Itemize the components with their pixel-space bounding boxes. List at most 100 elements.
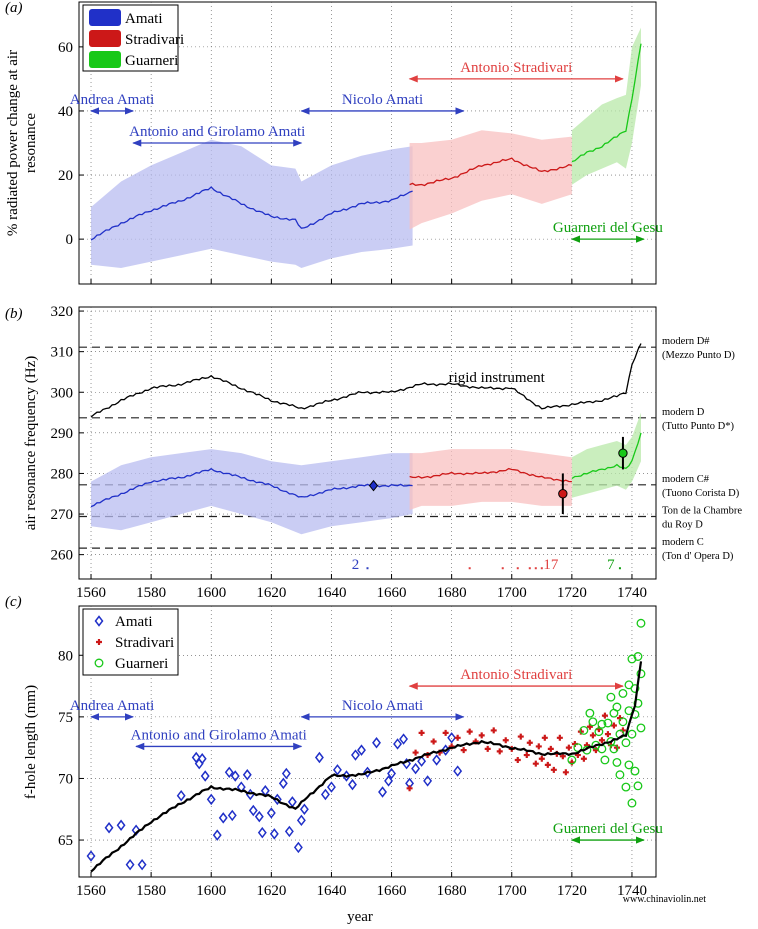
c-point-stradivari-2	[418, 729, 425, 736]
c-point-amati-31	[293, 841, 303, 854]
c-point-stradivari-18	[514, 756, 521, 763]
a-line-guarneri	[571, 43, 642, 163]
b-line-guarneri	[571, 432, 642, 480]
b-measured-point-0	[368, 479, 379, 492]
a-ytick-label-1: 20	[58, 168, 73, 184]
panel-c: 65 70 75 80 1560 1580 1600 1620 1640 1660 1680 1700…	[23, 605, 663, 899]
b-xtick-label-3: 1620	[256, 585, 286, 601]
c-legend-marker-2	[94, 658, 104, 668]
c-xtick-label-6: 1680	[437, 883, 467, 899]
b-ytick-label-5: 310	[51, 345, 74, 361]
c-point-guarneri-29	[627, 798, 637, 808]
b-ytick-label-2: 280	[51, 466, 74, 482]
c-point-stradivari-0	[406, 785, 413, 792]
b-xtick-label-5: 1660	[377, 585, 407, 601]
b-rug-mark-4	[528, 567, 531, 570]
c-point-guarneri-38	[636, 723, 646, 733]
c-trend-line	[90, 661, 643, 873]
c-legend-label-2: Guarneri	[115, 656, 168, 672]
a-line-stradivari	[409, 157, 573, 187]
c-ytick-label-3: 80	[58, 648, 73, 664]
c-point-guarneri-12	[606, 692, 616, 702]
b-rigid-line	[90, 343, 642, 418]
a-ylabel-line2: resonance	[23, 113, 39, 173]
b-reference-sublabel-1: (Tutto Punto D*)	[662, 421, 734, 432]
b-ytick-label-1: 270	[51, 507, 74, 523]
c-point-guarneri-17	[612, 757, 622, 767]
c-point-stradivari-33	[565, 744, 572, 751]
c-annotation-label-4: Guarneri del Gesu	[553, 821, 663, 837]
c-point-amati-39	[348, 778, 357, 791]
b-rug-mark-2	[501, 567, 504, 570]
c-point-guarneri-35	[633, 781, 643, 791]
b-ylabel: air resonance frequency (Hz)	[23, 356, 39, 530]
a-annotation-label-3: Antonio Stradivari	[460, 60, 572, 76]
c-legend-marker-0	[94, 615, 104, 627]
c-point-amati-41	[357, 744, 366, 756]
c-point-stradivari-38	[580, 755, 587, 762]
c-point-stradivari-14	[490, 727, 497, 734]
c-point-stradivari-15	[496, 748, 503, 755]
c-point-stradivari-23	[535, 743, 542, 750]
c-legend-label-1: Stradivari	[115, 635, 174, 651]
c-point-stradivari-10	[466, 728, 473, 735]
b-xtick-label-7: 1700	[497, 585, 527, 601]
a-annotation-label-1: Antonio and Girolamo Amati	[129, 124, 305, 140]
c-point-stradivari-12	[478, 732, 485, 739]
c-legend-label-0: Amati	[115, 614, 153, 630]
c-point-amati-28	[281, 767, 291, 780]
b-line-stradivari	[409, 467, 572, 483]
b-reference-label-0: modern D#	[662, 336, 710, 347]
c-point-amati-25	[269, 828, 279, 840]
c-point-stradivari-20	[523, 752, 530, 759]
panel-label-a: (a)	[5, 0, 23, 16]
b-ytick-label-0: 260	[51, 548, 74, 564]
c-point-stradivari-4	[430, 738, 437, 745]
c-xtick-label-7: 1700	[497, 883, 527, 899]
c-point-amati-36	[326, 781, 336, 793]
c-point-amati-29	[284, 825, 294, 838]
c-point-guarneri-33	[633, 652, 643, 661]
c-point-amati-21	[254, 810, 264, 823]
c-point-guarneri-20	[618, 717, 628, 727]
c-point-stradivari-34	[568, 759, 575, 766]
c-point-amati-44	[378, 786, 387, 798]
c-point-amati-27	[278, 777, 288, 790]
c-ytick-label-1: 70	[58, 771, 73, 787]
c-point-amati-18	[242, 769, 252, 781]
c-xtick-label-4: 1640	[316, 883, 346, 899]
x-axis-label: year	[347, 909, 373, 925]
b-measured-point-2	[618, 448, 628, 458]
c-point-amati-15	[227, 809, 237, 822]
c-point-guarneri-5	[588, 717, 598, 727]
c-point-stradivari-21	[526, 739, 533, 746]
b-reference-label-2: modern C#	[662, 474, 710, 485]
a-band-stradivari	[409, 130, 572, 230]
b-plot-frame	[78, 306, 657, 580]
b-rigid-label: rigid instrument	[449, 370, 546, 386]
c-point-stradivari-24	[538, 755, 545, 762]
b-reference-label-3: Ton de la Chambre	[662, 505, 742, 516]
c-point-guarneri-37	[636, 669, 646, 679]
b-xtick-label-2: 1600	[196, 585, 226, 601]
c-point-amati-47	[393, 738, 403, 750]
b-count-label-0: 2	[352, 557, 360, 573]
b-count-label-2: 7	[607, 557, 615, 573]
c-point-amati-24	[266, 807, 276, 819]
c-xtick-label-2: 1600	[196, 883, 226, 899]
c-annotation-label-1: Antonio and Girolamo Amati	[131, 727, 307, 743]
b-reference-label-1: modern D	[662, 407, 705, 418]
b-reference-sublabel-2: (Tuono Corista D)	[662, 488, 740, 499]
a-ytick-label-0: 0	[66, 232, 74, 248]
c-point-guarneri-2	[579, 725, 589, 735]
a-annotation-label-4: Guarneri del Gesu	[553, 220, 663, 236]
c-point-amati-11	[206, 793, 216, 806]
b-measured-point-1	[558, 489, 568, 499]
c-point-amati-46	[387, 767, 396, 780]
b-reference-sublabel-0: (Mezzo Punto D)	[662, 350, 735, 361]
a-ytick-label-3: 60	[58, 40, 73, 56]
c-point-amati-45	[384, 775, 393, 787]
b-ytick-label-6: 320	[51, 304, 74, 320]
c-point-amati-9	[197, 753, 207, 765]
c-point-amati-54	[432, 754, 442, 766]
